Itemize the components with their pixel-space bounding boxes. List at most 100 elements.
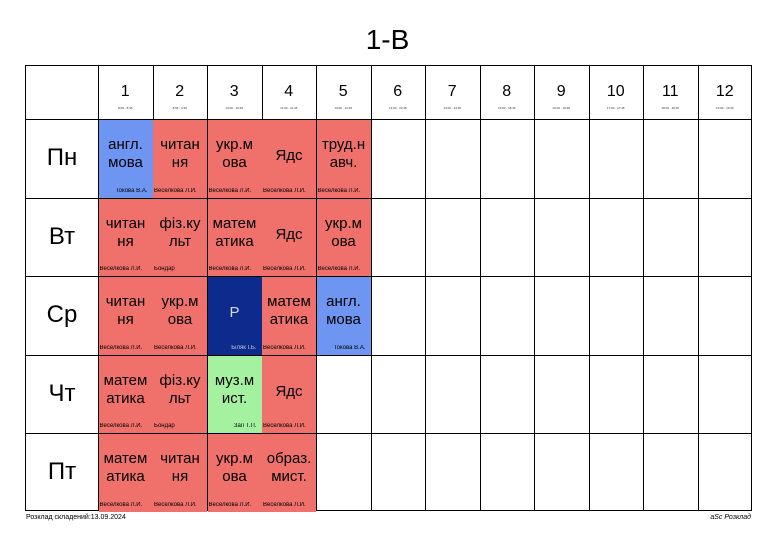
lesson-subject: читан ня [105,214,146,250]
lesson-subject: англ. мова [108,136,143,171]
lesson-teacher: Веселкова Л.Й. [99,501,143,508]
lesson-cell[interactable]: читан ня Веселкова Л.Й. [153,120,207,198]
period-time: 17:00 - 17:45 [606,106,625,110]
period-header: 1 8:00 - 8:45 [98,66,153,119]
grid-vertical-line [588,66,590,510]
lesson-cell[interactable]: укр.м ова Веселкова Л.Й. [153,277,207,355]
period-time: 8:55 - 9:40 [172,106,187,110]
lesson-teacher: Веселкова Л.Й. [263,423,306,429]
lesson-cell[interactable]: укр.м ова Веселкова Л.Й. [207,434,262,512]
lesson-subject: муз.м ист. [214,371,255,407]
day-label: Ср [46,301,78,328]
lesson-teacher: Веселкова Л.Й. [263,344,306,351]
lesson-cell[interactable]: Ядс Веселкова Л.Й. [262,355,316,433]
lesson-cell[interactable]: читан ня Веселкова Л.Й. [98,277,153,355]
lesson-teacher: Веселкова Л.Й. [208,501,252,508]
period-time: 13:00 - 13:45 [388,106,407,110]
lesson-cell[interactable]: Ядс Веселкова Л.Й. [262,198,316,276]
lesson-subject: читан ня [160,450,200,485]
lesson-cell[interactable]: укр.м ова Веселкова Л.Й. [316,198,371,276]
lesson-subject: матем атика [267,293,311,328]
period-time: 12:00 - 12:45 [334,106,353,110]
lesson-teacher: Веселкова Л.Й. [263,501,306,508]
period-number: 3 [229,83,239,100]
period-header: 12 19:00 - 19:45 [698,66,753,119]
period-time: 14:00 - 14:45 [443,106,462,110]
period-header: 11 18:00 - 18:45 [643,66,698,119]
period-number: 1 [120,83,130,100]
lesson-teacher: Бондар [154,423,175,429]
day-label: Вт [48,222,76,250]
lesson-teacher: Веселкова Л.Й. [99,423,143,429]
lesson-subject: читан ня [105,293,146,328]
lesson-cell[interactable]: матем атика Веселкова Л.Й. [98,434,153,512]
period-number: 8 [502,83,512,100]
lesson-subject: фіз.ку льт [159,214,201,250]
lesson-cell[interactable]: фіз.ку льт Бондар [153,198,207,276]
lesson-teacher: Веселкова Л.Й. [208,187,252,194]
lesson-subject: фіз.ку льт [159,371,201,407]
period-time: 11:00 - 11:45 [280,106,298,110]
lesson-cell[interactable]: матем атика Веселкова Л.Й. [98,355,153,433]
grid-vertical-line [370,66,372,510]
lesson-subject: англ. мова [326,293,361,328]
lesson-teacher: Веселкова Л.Й. [263,266,306,272]
lesson-cell[interactable]: матем атика Веселкова Л.Й. [207,198,262,276]
lesson-cell[interactable]: англ. мова Токова В.А. [316,277,371,355]
period-header: 7 14:00 - 14:45 [425,66,480,119]
lesson-subject: труд.н авч. [321,136,366,171]
lesson-cell[interactable]: образ. мист. Веселкова Л.Й. [262,434,316,512]
lesson-cell[interactable]: муз.м ист. Заїї Т.П. [207,355,262,433]
lesson-teacher: Заїї Т.П. [233,423,257,429]
lesson-subject: укр.м ова [161,293,199,328]
period-number: 10 [606,83,625,100]
lesson-subject: Р [229,304,240,321]
lesson-teacher: Веселкова Л.Й. [317,187,361,194]
period-number: 7 [447,83,457,100]
period-number: 12 [715,83,734,100]
period-number: 11 [661,83,679,100]
period-header: 2 8:55 - 9:40 [153,66,208,119]
period-header: 9 16:00 - 16:45 [534,66,589,119]
lesson-cell[interactable]: Р Біляк І.Б. [207,277,262,355]
lesson-cell[interactable]: фіз.ку льт Бондар [153,355,207,433]
grid-horizontal-line [26,276,751,277]
grid-horizontal-line [26,433,751,434]
period-header: 8 15:00 - 15:45 [480,66,535,119]
period-number: 5 [338,83,348,100]
lesson-cell[interactable]: труд.н авч. Веселкова Л.Й. [316,120,371,198]
grid-vertical-line [479,66,481,510]
lesson-subject: матем атика [103,450,148,485]
period-number: 2 [175,83,185,100]
footer-app-name: aSc Розклад [710,514,751,521]
period-header: 5 12:00 - 12:45 [316,66,371,119]
lesson-subject: матем атика [103,371,148,407]
period-time: 8:00 - 8:45 [118,106,133,110]
lesson-teacher: Бондар [154,266,175,272]
lesson-cell[interactable]: укр.м ова Веселкова Л.Й. [207,120,262,198]
lesson-teacher: Токова В.А. [115,187,148,194]
lesson-subject: Ядс [275,382,303,400]
grid-horizontal-line [26,197,751,199]
lesson-teacher: Токова В.А. [333,344,366,351]
lesson-cell[interactable]: Ядс Веселкова Л.Й. [262,120,316,198]
lesson-subject: образ. мист. [266,450,312,485]
lesson-cell[interactable]: читан ня Веселкова Л.Й. [153,434,207,512]
grid-vertical-line [697,66,699,510]
lesson-subject: Ядс [275,147,303,164]
lesson-cell[interactable]: англ. мова Токова В.А. [98,120,153,198]
lesson-cell[interactable]: читан ня Веселкова Л.Й. [98,198,153,276]
period-time: 16:00 - 16:45 [552,106,571,110]
lesson-cell[interactable]: матем атика Веселкова Л.Й. [262,277,316,355]
lesson-subject: читан ня [160,136,200,171]
timetable-grid: 1 8:00 - 8:45 2 8:55 - 9:40 3 10:00 - 10:45 4 1… [25,65,753,512]
period-header: 4 11:00 - 11:45 [262,66,317,119]
period-time: 19:00 - 19:45 [715,106,734,110]
lesson-subject: Ядс [275,225,303,243]
lesson-teacher: Веселкова Л.Й. [99,266,143,272]
grid-vertical-line [425,66,426,510]
lesson-subject: матем атика [212,214,257,250]
lesson-subject: укр.м ова [216,136,253,171]
lesson-teacher: Біляк І.Б. [231,344,257,351]
lesson-teacher: Веселкова Л.Й. [154,187,197,194]
